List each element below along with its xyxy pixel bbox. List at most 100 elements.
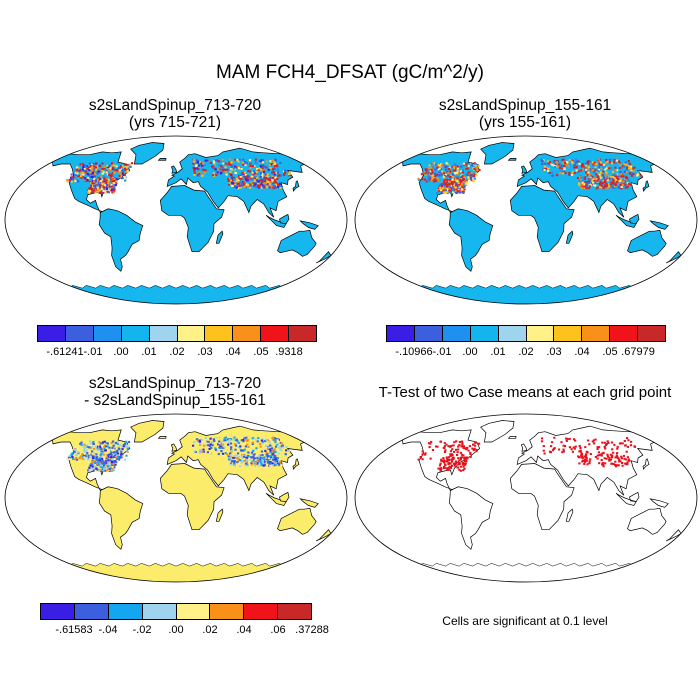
grid-cell xyxy=(75,446,78,449)
grid-cell xyxy=(82,168,85,171)
continent-southAmerica xyxy=(448,208,494,272)
grid-cell xyxy=(471,164,474,167)
grid-cell xyxy=(590,176,593,179)
grid-cell xyxy=(605,171,608,174)
grid-cell xyxy=(616,445,619,448)
grid-cell xyxy=(230,454,233,457)
grid-cell xyxy=(194,165,198,168)
grid-cell xyxy=(233,443,236,446)
grid-cell xyxy=(250,463,253,466)
grid-cell xyxy=(272,187,275,190)
grid-cell xyxy=(249,183,252,186)
grid-cell xyxy=(110,164,113,167)
grid-cell xyxy=(231,163,234,166)
grid-cell xyxy=(268,181,271,184)
grid-cell xyxy=(600,171,603,174)
grid-cell xyxy=(603,441,606,444)
grid-cell xyxy=(284,453,287,456)
colorbar-swatch xyxy=(177,326,206,341)
grid-cell xyxy=(477,164,480,167)
grid-cell xyxy=(473,177,476,180)
grid-cell xyxy=(231,438,235,441)
grid-cell xyxy=(438,164,441,167)
grid-cell xyxy=(459,179,462,181)
grid-cell xyxy=(617,178,620,180)
grid-cell xyxy=(252,436,256,439)
colorbar-swatch xyxy=(470,326,499,341)
grid-cell xyxy=(429,442,432,445)
grid-cell xyxy=(262,456,265,459)
grid-cell xyxy=(88,191,91,194)
grid-cell xyxy=(439,440,442,443)
grid-cell xyxy=(102,182,106,185)
grid-cell xyxy=(111,458,114,461)
grid-cell xyxy=(239,445,242,448)
grid-cell xyxy=(116,445,119,448)
grid-cell xyxy=(71,452,74,455)
grid-cell xyxy=(585,173,588,176)
grid-cell xyxy=(568,159,571,162)
grid-cell xyxy=(92,182,95,185)
grid-cell xyxy=(83,449,86,452)
grid-cell xyxy=(88,169,91,172)
grid-cell xyxy=(588,178,591,181)
grid-cell xyxy=(254,458,257,461)
grid-cell xyxy=(573,438,576,441)
grid-cell xyxy=(579,447,582,449)
grid-cell xyxy=(421,178,424,181)
grid-cell xyxy=(563,445,567,448)
grid-cell xyxy=(229,175,232,178)
grid-cell xyxy=(563,167,566,170)
grid-cell xyxy=(83,444,86,447)
grid-cell xyxy=(448,466,451,469)
grid-cell xyxy=(454,462,458,465)
grid-cell xyxy=(578,456,581,459)
grid-cell xyxy=(113,443,116,446)
grid-cell xyxy=(227,438,230,441)
colorbar-tick-label: .04 xyxy=(225,346,241,358)
grid-cell xyxy=(202,168,205,171)
grid-cell xyxy=(256,175,259,178)
grid-cell xyxy=(126,440,129,443)
grid-cell xyxy=(88,452,91,455)
grid-cell xyxy=(592,161,595,164)
grid-cell xyxy=(284,169,287,172)
grid-cell xyxy=(218,442,221,445)
grid-cell xyxy=(555,161,558,164)
grid-cell xyxy=(464,183,468,186)
colorbar-swatch xyxy=(582,326,611,341)
grid-cell xyxy=(618,180,621,183)
grid-cell xyxy=(119,454,123,457)
grid-cell xyxy=(613,180,616,182)
grid-cell xyxy=(559,172,562,175)
grid-cell xyxy=(274,171,277,174)
grid-cell xyxy=(90,181,93,184)
grid-cell xyxy=(102,186,105,189)
grid-cell xyxy=(460,182,463,185)
grid-cell xyxy=(261,174,264,177)
grid-cell xyxy=(197,174,200,177)
grid-cell xyxy=(627,160,630,163)
grid-cell xyxy=(449,445,452,448)
grid-cell xyxy=(573,164,576,166)
grid-cell xyxy=(108,462,111,465)
grid-cell xyxy=(467,176,470,179)
figure-title: MAM FCH4_DFSAT (gC/m^2/y) xyxy=(216,62,484,83)
grid-cell xyxy=(459,458,462,461)
grid-cell xyxy=(193,158,196,161)
grid-cell xyxy=(123,176,126,179)
grid-cell xyxy=(256,177,259,180)
grid-cell xyxy=(211,174,215,177)
grid-cell xyxy=(610,181,613,184)
grid-cell xyxy=(464,182,467,185)
grid-cell xyxy=(110,454,113,457)
grid-cell xyxy=(435,164,438,166)
grid-cell xyxy=(280,464,283,467)
grid-cell xyxy=(566,438,569,440)
grid-cell xyxy=(434,175,437,178)
grid-cell xyxy=(448,191,451,194)
grid-cell xyxy=(260,463,263,466)
grid-cell xyxy=(246,177,249,180)
grid-cell xyxy=(100,181,103,184)
grid-cell xyxy=(94,168,97,171)
